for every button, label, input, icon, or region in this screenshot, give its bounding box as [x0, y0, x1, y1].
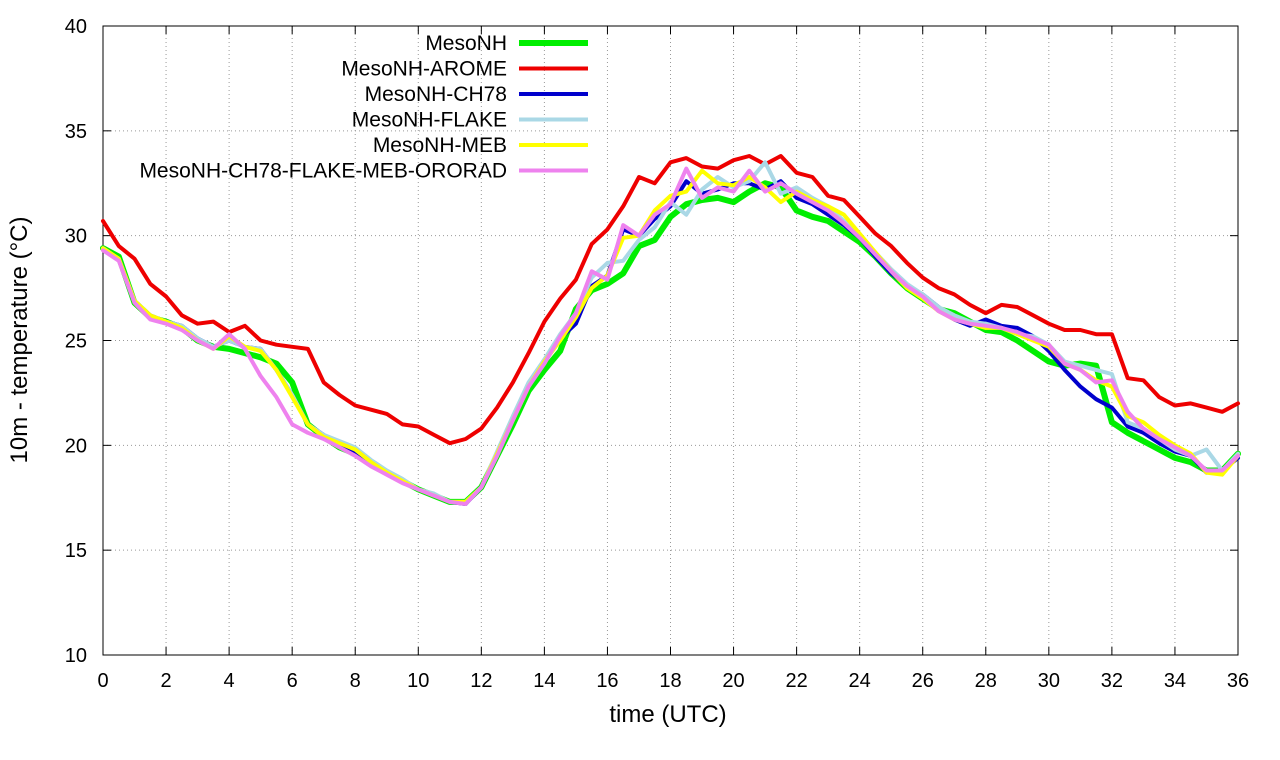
- y-tick-label: 40: [65, 16, 87, 38]
- x-tick-label: 0: [97, 670, 108, 692]
- y-tick-label: 35: [65, 121, 87, 143]
- grid: [103, 26, 1238, 655]
- x-tick-label: 14: [533, 670, 555, 692]
- x-tick-label: 10: [407, 670, 429, 692]
- x-axis: 0 2 4 6 8 10 12 14 16 18 20 22 24 26 28 30 32 34 36: [97, 26, 1249, 692]
- x-tick-label: 36: [1227, 670, 1249, 692]
- y-tick-label: 15: [65, 540, 87, 562]
- series-line-mesonh-arome: [101, 154, 1240, 446]
- x-tick-label: 16: [596, 670, 618, 692]
- legend-label: MesoNH-CH78: [365, 83, 507, 106]
- legend-label: MesoNH-AROME: [341, 58, 507, 81]
- x-tick-label: 32: [1101, 670, 1123, 692]
- legend-label: MesoNH-FLAKE: [352, 109, 507, 132]
- series-line-mesonh: [100, 180, 1241, 505]
- x-tick-label: 4: [224, 670, 235, 692]
- x-tick-label: 28: [975, 670, 997, 692]
- series-line-mesonh-ch78-flake-meb-ororad: [101, 166, 1240, 506]
- x-tick-label: 34: [1164, 670, 1186, 692]
- x-tick-label: 24: [849, 670, 871, 692]
- x-tick-label: 22: [785, 670, 807, 692]
- x-tick-label: 6: [287, 670, 298, 692]
- y-axis: 10 15 20 25 30 35 40: [65, 16, 1238, 667]
- y-tick-label: 20: [65, 435, 87, 457]
- y-axis-title: 10m - temperature (°C): [6, 217, 33, 464]
- x-tick-label: 2: [160, 670, 171, 692]
- x-tick-label: 20: [722, 670, 744, 692]
- x-tick-label: 30: [1038, 670, 1060, 692]
- legend-label: MesoNH: [425, 32, 507, 55]
- x-axis-title: time (UTC): [609, 701, 726, 728]
- y-tick-label: 25: [65, 331, 87, 353]
- x-tick-label: 12: [470, 670, 492, 692]
- x-tick-label: 26: [912, 670, 934, 692]
- y-tick-label: 10: [65, 645, 87, 667]
- legend-label: MesoNH-MEB: [373, 134, 507, 157]
- y-tick-label: 30: [65, 226, 87, 248]
- legend-label: MesoNH-CH78-FLAKE-MEB-ORORAD: [139, 160, 507, 183]
- series-lines: [100, 154, 1241, 506]
- x-tick-label: 18: [659, 670, 681, 692]
- x-tick-label: 8: [350, 670, 361, 692]
